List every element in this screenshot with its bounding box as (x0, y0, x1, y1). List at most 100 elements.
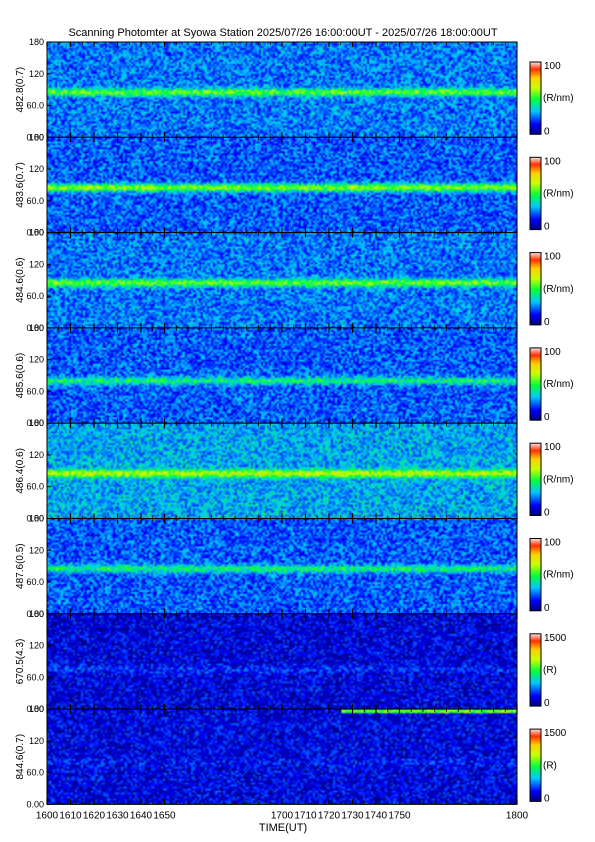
x-tick-label: 1630 (106, 810, 129, 821)
colorbar-unit-label: (R/nm) (543, 379, 574, 390)
x-tick-label: 1700 (271, 810, 294, 821)
heatmap-image (47, 709, 517, 805)
y-tick-label: 60.0 (26, 291, 44, 301)
x-tick-label: 1650 (153, 810, 176, 821)
colorbar-min-label: 0 (544, 793, 550, 804)
colorbar-max-label: 100 (544, 61, 561, 72)
heatmap-image (47, 613, 517, 710)
y-tick-label: 0.00 (26, 418, 44, 428)
panel-2: 0.00 60.0 120 180 483.6(0.7) 100 0 (R/nm) (15, 132, 574, 237)
y-tick-label: 180 (29, 514, 44, 524)
y-tick-label: 0.00 (26, 609, 44, 619)
panel-1: 0.00 60.0 120 180 482.8(0.7) 100 0 (R/nm) (15, 37, 574, 142)
panel-ylabel: 670.5(4.3) (15, 639, 26, 685)
colorbar-min-label: 0 (544, 508, 550, 519)
y-tick-label: 60.0 (26, 482, 44, 492)
heatmap-image (47, 137, 517, 233)
panel-ylabel: 484.6(0.6) (15, 257, 26, 303)
colorbar-min-label: 0 (544, 412, 550, 423)
colorbar-min-label: 0 (544, 317, 550, 328)
y-tick-label: 180 (29, 132, 44, 142)
colorbar-max-label: 1500 (544, 633, 567, 644)
panel-7: 0.00 60.0 120 180 670.5(4.3) 1500 0 (R) (15, 609, 567, 714)
colorbar (529, 61, 542, 135)
x-tick-label: 1730 (341, 810, 364, 821)
heatmap-image (47, 232, 517, 328)
y-tick-label: 60.0 (26, 672, 44, 682)
x-tick-label: 1800 (506, 810, 529, 821)
heatmap-image (47, 423, 517, 519)
y-tick-label: 60.0 (26, 386, 44, 396)
colorbar-unit-label: (R/nm) (543, 474, 574, 485)
panel-3: 0.00 60.0 120 180 484.6(0.6) 100 0 (R/nm) (15, 228, 574, 333)
x-tick-label: 1720 (318, 810, 341, 821)
panel-8: 0.00 60.0 120 180 844.6(0.7) 1500 0 (R) (15, 704, 567, 809)
colorbar-max-label: 100 (544, 442, 561, 453)
panel-6: 0.00 60.0 120 180 487.6(0.5) 100 0 (R/nm) (15, 514, 574, 619)
x-tick-label: 1600 (36, 810, 59, 821)
colorbar-max-label: 100 (544, 347, 561, 358)
y-tick-label: 180 (29, 418, 44, 428)
panel-ylabel: 483.6(0.7) (15, 162, 26, 208)
x-tick-label: 1620 (83, 810, 106, 821)
y-tick-label: 120 (29, 355, 44, 365)
panel-5: 0.00 60.0 120 180 486.4(0.6) 100 0 (R/nm) (15, 418, 574, 523)
heatmap-image (47, 327, 517, 424)
y-tick-label: 0.00 (26, 799, 44, 809)
colorbar-max-label: 100 (544, 252, 561, 263)
colorbar (529, 156, 542, 231)
colorbar-min-label: 0 (544, 126, 550, 137)
y-tick-label: 0.00 (26, 228, 44, 238)
heatmap-image (47, 518, 517, 614)
colorbar-unit-label: (R/nm) (543, 570, 574, 581)
colorbar-max-label: 100 (544, 156, 561, 167)
colorbar (529, 728, 542, 802)
y-tick-label: 60.0 (26, 768, 44, 778)
colorbar-unit-label: (R/nm) (543, 93, 574, 104)
colorbar (529, 442, 542, 517)
y-tick-label: 120 (29, 164, 44, 174)
y-tick-label: 0.00 (26, 323, 44, 333)
y-tick-label: 0.00 (26, 704, 44, 714)
panel-ylabel: 482.8(0.7) (15, 67, 26, 113)
colorbar-unit-label: (R/nm) (543, 284, 574, 295)
colorbar-max-label: 100 (544, 538, 561, 549)
y-tick-label: 120 (29, 641, 44, 651)
y-tick-label: 60.0 (26, 101, 44, 111)
x-tick-label: 1640 (130, 810, 153, 821)
y-tick-label: 120 (29, 545, 44, 555)
colorbar (529, 538, 542, 612)
y-tick-label: 180 (29, 609, 44, 619)
y-tick-label: 120 (29, 259, 44, 269)
colorbar-unit-label: (R/nm) (543, 188, 574, 199)
panel-ylabel: 487.6(0.5) (15, 543, 26, 589)
colorbar-min-label: 0 (544, 603, 550, 614)
colorbar-unit-label: (R) (543, 665, 557, 676)
colorbar-min-label: 0 (544, 222, 550, 233)
colorbar (529, 347, 542, 421)
y-tick-label: 180 (29, 323, 44, 333)
x-tick-label: 1710 (294, 810, 317, 821)
y-tick-label: 120 (29, 69, 44, 79)
y-tick-label: 180 (29, 37, 44, 47)
y-tick-label: 60.0 (26, 577, 44, 587)
x-tick-label: 1610 (59, 810, 82, 821)
colorbar-min-label: 0 (544, 698, 550, 709)
y-tick-label: 0.00 (26, 132, 44, 142)
y-tick-label: 60.0 (26, 196, 44, 206)
colorbar (529, 252, 542, 326)
colorbar (529, 633, 542, 707)
panel-ylabel: 486.4(0.6) (15, 448, 26, 494)
panel-4: 0.00 60.0 120 180 485.6(0.6) 100 0 (R/nm) (15, 323, 574, 428)
x-axis-label: TIME(UT) (259, 822, 307, 834)
panel-ylabel: 844.6(0.7) (15, 734, 26, 780)
colorbar-unit-label: (R) (543, 760, 557, 771)
heatmap-image (47, 42, 517, 138)
y-tick-label: 120 (29, 736, 44, 746)
colorbar-max-label: 1500 (544, 728, 567, 739)
y-tick-label: 180 (29, 704, 44, 714)
y-tick-label: 180 (29, 228, 44, 238)
panel-ylabel: 485.6(0.6) (15, 353, 26, 399)
x-tick-label: 1740 (365, 810, 388, 821)
